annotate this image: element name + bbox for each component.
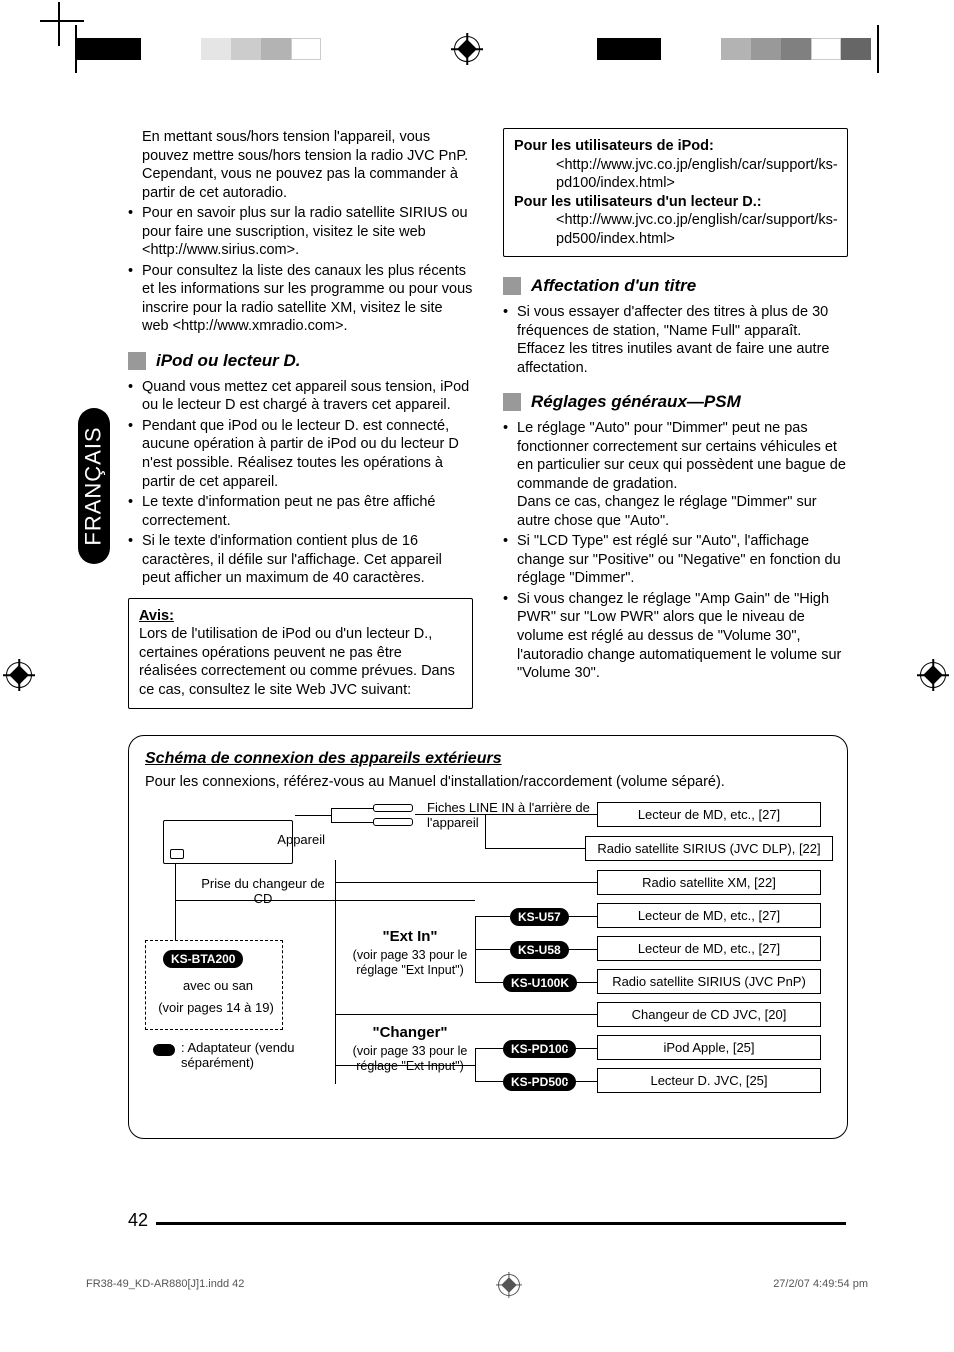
plug-icon: [373, 804, 413, 812]
notice-text: Lors de l'utilisation de iPod ou d'un le…: [139, 625, 462, 699]
section-marker-icon: [128, 352, 146, 370]
label-extin-title: "Ext In": [345, 928, 475, 945]
registration-target-icon: [498, 1274, 520, 1296]
notice-label: Avis:: [139, 607, 462, 626]
label-adapter: : Adaptateur (vendu séparément): [181, 1040, 311, 1070]
list-item: Si vous essayer d'affecter des titres à …: [503, 303, 848, 377]
url-line: Pour les utilisateurs de iPod: <http://w…: [514, 137, 837, 193]
section-heading: Réglages généraux—PSM: [503, 391, 848, 413]
list-item: Quand vous mettez cet appareil sous tens…: [128, 378, 473, 415]
adapter-icon: [153, 1044, 175, 1056]
chip-pd100: KS-PD100: [503, 1040, 576, 1058]
section-title-text: iPod ou lecteur D.: [156, 350, 301, 372]
top-bullet-list: Pour en savoir plus sur la radio satelli…: [128, 204, 473, 336]
registration-target-icon: [454, 36, 480, 62]
list-item: Pour consultez la liste des canaux les p…: [128, 262, 473, 336]
registration-target-icon: [920, 662, 946, 688]
page-number-rule: [156, 1222, 846, 1225]
section-heading: iPod ou lecteur D.: [128, 350, 473, 372]
connection-diagram: Appareil Fiches LINE IN à l'arrière de l…: [145, 800, 831, 1120]
notice-box: Avis: Lors de l'utilisation de iPod ou d…: [128, 598, 473, 709]
list-item: Le texte d'information peut ne pas être …: [128, 493, 473, 530]
registration-target-icon: [6, 662, 32, 688]
list-item: Si vous changez le réglage "Amp Gain" de…: [503, 590, 848, 683]
page-content: En mettant sous/hors tension l'appareil,…: [128, 128, 848, 1139]
list-item: Si "LCD Type" est réglé sur "Auto", l'af…: [503, 532, 848, 588]
output-box: Radio satellite SIRIUS (JVC DLP), [22]: [585, 836, 833, 861]
language-label: FRANÇAIS: [81, 426, 107, 545]
diagram-title: Schéma de connexion des appareils extéri…: [145, 750, 831, 768]
ipod-bullet-list: Quand vous mettez cet appareil sous tens…: [128, 378, 473, 588]
bullet-list: Si vous essayer d'affecter des titres à …: [503, 303, 848, 377]
url-box: Pour les utilisateurs de iPod: <http://w…: [503, 128, 848, 257]
footer-left: FR38-49_KD-AR880[J]1.indd 42: [86, 1278, 244, 1296]
output-box: Radio satellite XM, [22]: [597, 870, 821, 895]
footer-right: 27/2/07 4:49:54 pm: [773, 1278, 868, 1296]
intro-text: En mettant sous/hors tension l'appareil,…: [128, 128, 473, 202]
label-bta-pages: (voir pages 14 à 19): [151, 1000, 281, 1015]
label-linein: Fiches LINE IN à l'arrière de l'appareil: [427, 800, 597, 830]
diagram-subtitle: Pour les connexions, référez-vous au Man…: [145, 774, 831, 790]
list-item: Pour en savoir plus sur la radio satelli…: [128, 204, 473, 260]
output-box: Lecteur D. JVC, [25]: [597, 1068, 821, 1093]
output-box: Lecteur de MD, etc., [27]: [597, 936, 821, 961]
label-bta: avec ou san: [163, 978, 273, 993]
output-box: iPod Apple, [25]: [597, 1035, 821, 1060]
output-box: Changeur de CD JVC, [20]: [597, 1002, 821, 1027]
section-heading: Affectation d'un titre: [503, 275, 848, 297]
right-column: Pour les utilisateurs de iPod: <http://w…: [503, 128, 848, 709]
list-item: Si le texte d'information contient plus …: [128, 532, 473, 588]
chip-pd500: KS-PD500: [503, 1073, 576, 1091]
section-marker-icon: [503, 277, 521, 295]
section-marker-icon: [503, 393, 521, 411]
label-appareil: Appareil: [265, 832, 325, 847]
label-changer-sub: (voir page 33 pour le réglage "Ext Input…: [345, 1044, 475, 1074]
url-line: Pour les utilisateurs d'un lecteur D.: <…: [514, 193, 837, 249]
output-box: Lecteur de MD, etc., [27]: [597, 802, 821, 827]
label-changer-title: "Changer": [345, 1024, 475, 1041]
list-item: Pendant que iPod ou le lecteur D. est co…: [128, 417, 473, 491]
list-item: Le réglage "Auto" pour "Dimmer" peut ne …: [503, 419, 848, 530]
chip-u57: KS-U57: [510, 908, 569, 926]
crop-mark: [58, 2, 60, 46]
plug-icon: [373, 818, 413, 826]
chip-bta200: KS-BTA200: [163, 950, 243, 968]
chip-u58: KS-U58: [510, 941, 569, 959]
bullet-list: Le réglage "Auto" pour "Dimmer" peut ne …: [503, 419, 848, 683]
connection-diagram-frame: Schéma de connexion des appareils extéri…: [128, 735, 848, 1139]
output-box: Radio satellite SIRIUS (JVC PnP): [597, 969, 821, 994]
output-box: Lecteur de MD, etc., [27]: [597, 903, 821, 928]
crop-mark: [40, 20, 84, 22]
left-column: En mettant sous/hors tension l'appareil,…: [128, 128, 473, 709]
footer: FR38-49_KD-AR880[J]1.indd 42 27/2/07 4:4…: [86, 1278, 868, 1296]
chip-u100k: KS-U100K: [503, 974, 577, 992]
label-extin-sub: (voir page 33 pour le réglage "Ext Input…: [345, 948, 475, 978]
page-number: 42: [128, 1210, 148, 1231]
section-title-text: Réglages généraux—PSM: [531, 391, 741, 413]
label-cd-changer-jack: Prise du changeur de CD: [193, 876, 333, 906]
language-tab: FRANÇAIS: [78, 408, 110, 564]
section-title-text: Affectation d'un titre: [531, 275, 696, 297]
